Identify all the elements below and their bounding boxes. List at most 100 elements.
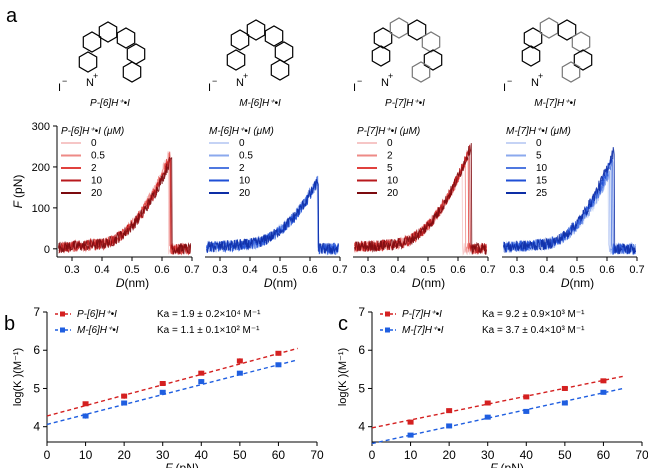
y-tick-label: 7: [33, 305, 40, 319]
x-tick-label: 70: [310, 448, 324, 462]
molecule-name: M-[6]H⁺•I: [239, 98, 281, 109]
x-tick-label: 0.6: [154, 264, 169, 276]
x-tick-label: 0.6: [302, 264, 317, 276]
legend-title: M-[6]H⁺•I (μM): [209, 126, 274, 137]
x-tick-label: 0.3: [64, 264, 79, 276]
nitrogen-atom-label: N: [381, 77, 389, 89]
legend-label: 25: [536, 188, 548, 199]
x-tick-label: 60: [272, 448, 286, 462]
legend-ka: Ka = 3.7 ± 0.4×10³ M⁻¹: [482, 325, 585, 336]
trace-line: [503, 147, 636, 255]
legend-label: 2: [239, 163, 245, 174]
data-point: [236, 370, 243, 376]
fit-line: [46, 347, 298, 417]
panel-label-a: a: [6, 5, 18, 27]
data-point: [600, 378, 607, 384]
x-axis-label-unit: (nm): [125, 276, 150, 290]
x-axis-label: D(nm): [412, 276, 445, 290]
trace-line: [354, 143, 487, 255]
counterion-label: I: [208, 82, 211, 94]
legend-label: 0: [239, 138, 245, 149]
x-axis-label-unit: (nm): [273, 276, 298, 290]
molecule-3: N+ I− P-[7]H⁺•I: [353, 17, 443, 109]
ring-bond: [423, 49, 443, 71]
ring-bond: [270, 59, 290, 81]
legend-label: P-[7]H⁺•I: [402, 309, 442, 320]
trace-line: [206, 179, 339, 255]
y-axis-label: log(K )(M⁻¹): [337, 348, 349, 406]
y-tick-label: 200: [32, 162, 50, 174]
legend-label: 5: [387, 163, 393, 174]
x-axis-label: F (pN): [165, 461, 199, 468]
counterion-charge: −: [507, 76, 512, 86]
legend-marker: [385, 327, 390, 333]
data-point: [275, 362, 282, 368]
counterion-charge: −: [62, 76, 67, 86]
y-axis-label-unit: (pN): [11, 175, 25, 198]
x-tick-label: 0.6: [599, 264, 614, 276]
ring-bond: [82, 31, 102, 53]
data-point: [600, 389, 607, 395]
x-tick-label: 60: [597, 448, 611, 462]
x-tick-label: 0.3: [509, 264, 524, 276]
force-curve-chart-3: 0.3 0.4 0.5 0.6 0.7 D(nm) P-[7]H⁺•I (μM)0 25 102…: [353, 126, 496, 290]
y-tick-label: 4: [33, 420, 40, 434]
legend-title: M-[7]H⁺•I (μM): [506, 126, 571, 137]
y-tick-label: 5: [358, 381, 365, 395]
x-tick-label: 0.5: [420, 264, 435, 276]
legend-label: 0.5: [91, 151, 105, 162]
legend-marker: [60, 311, 65, 317]
data-point: [82, 413, 89, 419]
x-axis-label-unit: (nm): [570, 276, 595, 290]
legend-ka: Ka = 1.9 ± 0.2×10⁴ M⁻¹: [157, 309, 261, 320]
ring-bond: [274, 41, 294, 63]
ring-bond: [389, 17, 409, 39]
data-point: [236, 358, 243, 364]
ring-bond: [411, 61, 431, 83]
x-tick-label: 30: [156, 448, 170, 462]
legend-title: P-[6]H⁺•I (μM): [61, 126, 124, 137]
data-point: [198, 370, 205, 376]
y-axis-label: F (pN): [11, 175, 25, 209]
y-tick-label: 6: [358, 343, 365, 357]
data-point: [484, 414, 491, 420]
y-tick-label: 0: [44, 244, 50, 256]
legend-marker: [385, 311, 390, 317]
counterion-charge: −: [212, 76, 217, 86]
cation-charge: +: [538, 71, 543, 81]
x-axis-label-var: D: [116, 276, 125, 290]
force-curve-chart-4: 0.3 0.4 0.5 0.6 0.7 D(nm) M-[7]H⁺•I (μM)0 510 15…: [502, 126, 645, 290]
data-point: [82, 401, 89, 407]
y-tick-label: 6: [33, 343, 40, 357]
x-axis-label-var: D: [412, 276, 421, 290]
data-point: [159, 389, 166, 395]
x-tick-label: 0.7: [480, 264, 495, 276]
ring-bond: [226, 49, 246, 71]
data-point: [446, 408, 453, 414]
nitrogen-atom-label: N: [236, 77, 244, 89]
legend-label: 10: [536, 163, 548, 174]
y-axis-label-var: F: [11, 198, 25, 208]
data-point: [407, 432, 414, 438]
ring-bond: [78, 51, 98, 73]
legend-label: M-[6]H⁺•I: [77, 325, 119, 336]
legend-label: 0: [387, 138, 393, 149]
data-point: [407, 419, 414, 425]
data-point: [198, 379, 205, 385]
trace-line: [354, 155, 487, 255]
legend-label: 10: [387, 176, 399, 187]
y-tick-label: 7: [358, 305, 365, 319]
x-tick-label: 0.6: [450, 264, 465, 276]
x-tick-label: 0.5: [124, 264, 139, 276]
legend-label: 10: [239, 176, 251, 187]
data-point: [561, 385, 568, 391]
x-tick-label: 50: [233, 448, 247, 462]
legend-label: 15: [536, 176, 548, 187]
x-tick-label: 0.4: [242, 264, 257, 276]
x-axis-label-unit: (pN): [501, 461, 524, 468]
legend-ka: Ka = 1.1 ± 0.1×10² M⁻¹: [157, 325, 260, 336]
counterion-charge: −: [357, 76, 362, 86]
x-axis-label-unit: (nm): [421, 276, 446, 290]
